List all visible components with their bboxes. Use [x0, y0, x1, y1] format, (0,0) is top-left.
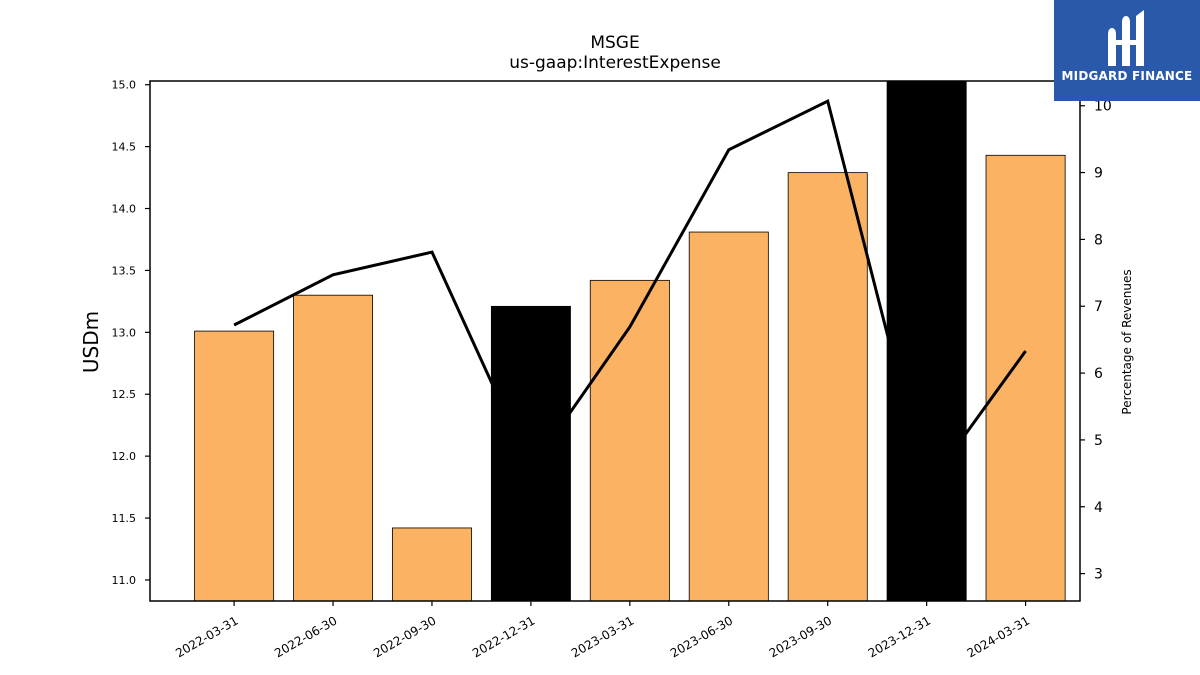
y2-tick-label: 7: [1094, 299, 1103, 315]
y2-tick-label: 8: [1094, 232, 1103, 248]
logo-mark-icon: [1108, 10, 1144, 66]
x-tick-label: 2022-06-30: [272, 613, 339, 660]
y-tick-label: 15.0: [112, 79, 137, 92]
x-tick-label: 2024-03-31: [965, 613, 1032, 660]
x-tick-label: 2022-03-31: [173, 613, 240, 660]
x-tick-label: 2023-09-30: [767, 613, 834, 660]
bar: [688, 231, 769, 601]
y2-tick-label: 10: [1094, 99, 1112, 115]
y-tick-label: 14.5: [112, 141, 137, 154]
chart-subtitle: us-gaap:InterestExpense: [509, 53, 721, 73]
logo-text: MIDGARD FINANCE: [1061, 69, 1193, 83]
x-tick-label: 2023-06-30: [668, 613, 735, 660]
bars-group: [194, 81, 1066, 601]
y-tick-label: 13.5: [112, 264, 137, 277]
series-line: [233, 98, 1027, 492]
chart-title: MSGE: [590, 33, 639, 53]
brand-logo: MIDGARD FINANCE: [1054, 0, 1200, 101]
bar: [886, 81, 967, 601]
plot-frame: [149, 80, 1081, 602]
bar: [490, 305, 571, 601]
x-tick-label: 2023-12-31: [866, 613, 933, 660]
y2-tick-label: 9: [1094, 166, 1103, 182]
y2-tick-label: 4: [1094, 500, 1103, 516]
y-axis-label: USDm: [79, 311, 103, 373]
x-tick-label: 2022-09-30: [371, 613, 438, 660]
y-tick-label: 12.0: [112, 450, 137, 463]
y-tick-label: 11.0: [112, 574, 137, 587]
y-tick-label: 11.5: [112, 512, 137, 525]
bar: [787, 172, 868, 601]
line-group: [233, 98, 1027, 492]
y-tick-label: 12.5: [112, 388, 137, 401]
y2-axis-label: Percentage of Revenues: [1120, 269, 1134, 414]
y2-tick-label: 5: [1094, 433, 1103, 449]
x-tick-label: 2023-03-31: [569, 613, 636, 660]
bar: [391, 527, 472, 601]
bar: [985, 154, 1066, 601]
bar: [194, 330, 275, 601]
bar: [293, 294, 374, 601]
y2-tick-label: 6: [1094, 366, 1103, 382]
x-tick-label: 2022-12-31: [470, 613, 537, 660]
y2-tick-label: 3: [1094, 567, 1103, 583]
bar: [589, 279, 670, 601]
y-tick-label: 13.0: [112, 326, 137, 339]
y-tick-label: 14.0: [112, 203, 137, 216]
